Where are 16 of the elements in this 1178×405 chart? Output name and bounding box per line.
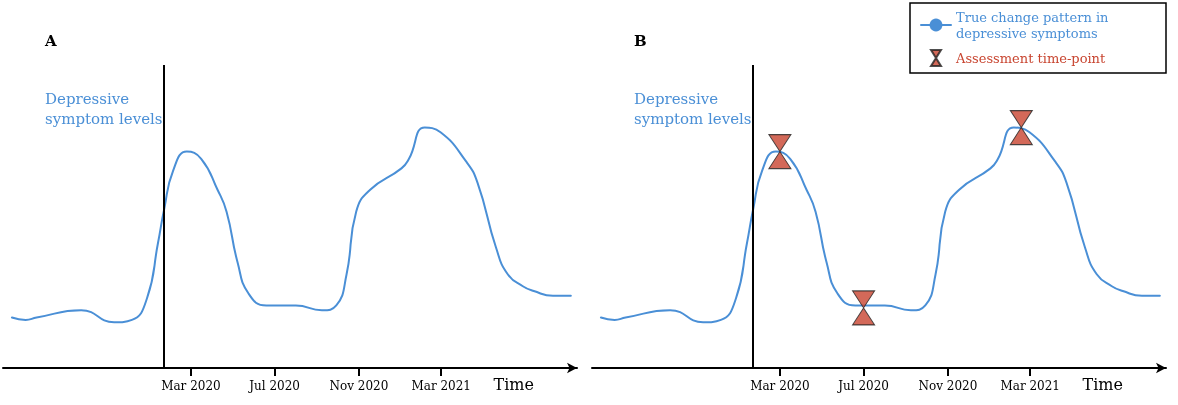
x-tick-label: Mar 2021 [411, 379, 471, 393]
x-tick-label: Jul 2020 [247, 379, 300, 393]
legend-label: True change pattern in depressive symptoms [956, 9, 1113, 41]
x-tick-label: Nov 2020 [918, 379, 978, 393]
y-axis-title: Depressive symptom levels [634, 90, 752, 128]
x-axis-title: Time [1082, 374, 1124, 394]
x-tick-label: Mar 2020 [750, 379, 810, 393]
chart-title: A [44, 31, 57, 50]
x-tick-label: Nov 2020 [329, 379, 389, 393]
x-axis-title: Time [493, 374, 535, 394]
y-axis-title: Depressive symptom levels [45, 90, 163, 128]
x-tick-label: Jul 2020 [836, 379, 889, 393]
legend-label: Assessment time-point [955, 50, 1106, 66]
x-tick-label: Mar 2020 [161, 379, 221, 393]
chart-title: B [634, 31, 647, 50]
x-tick-label: Mar 2021 [1000, 379, 1060, 393]
